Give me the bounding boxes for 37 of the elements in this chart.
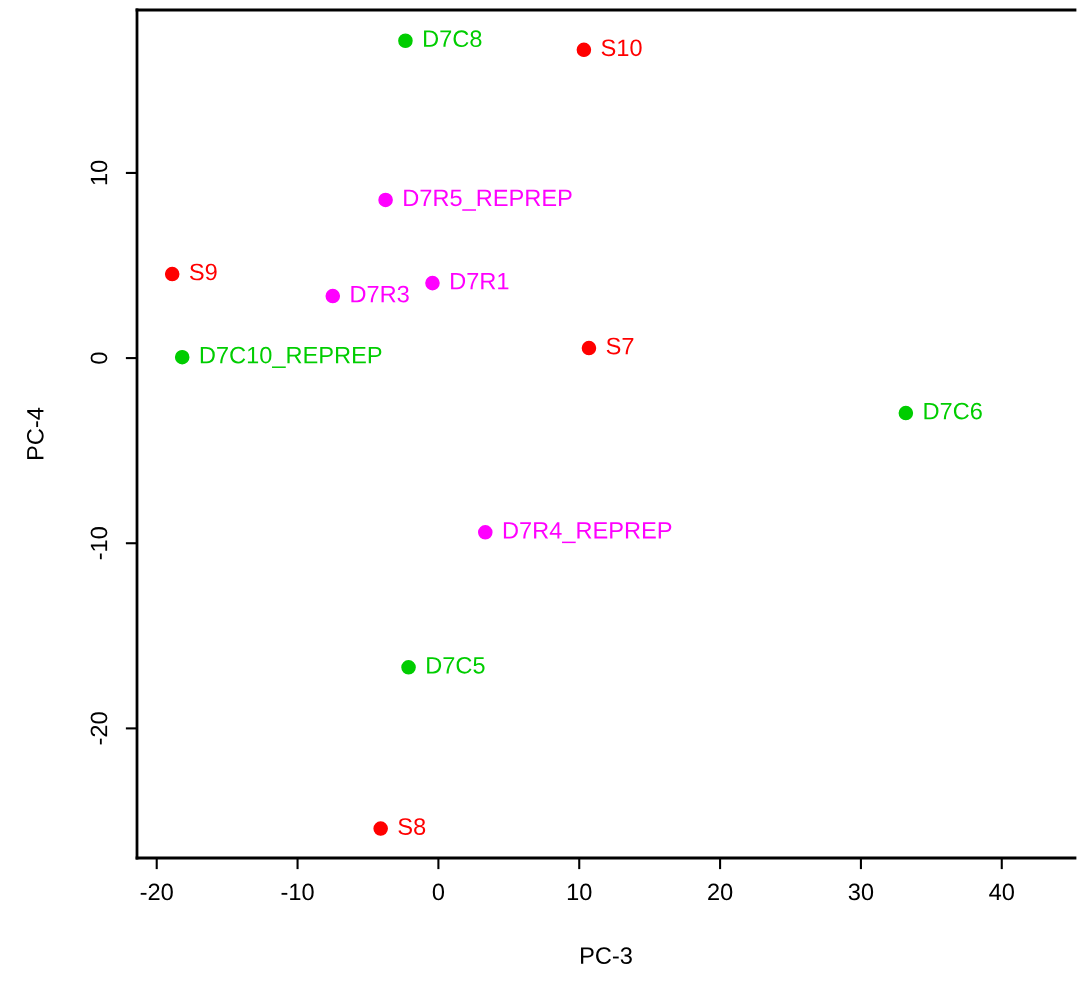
point	[398, 33, 413, 49]
annotation: D7C5	[427, 656, 485, 674]
point	[898, 405, 914, 421]
y-tick-label: 0	[90, 352, 108, 364]
x-axis-title: PC-3	[581, 947, 632, 965]
point	[401, 660, 416, 675]
annotation: S8	[398, 818, 426, 835]
point	[425, 275, 440, 291]
annotation: S7	[606, 337, 634, 355]
point	[325, 288, 341, 304]
point	[174, 349, 190, 365]
x-tick-label: 10	[567, 883, 592, 901]
annotation: D7C10_REPREP	[200, 346, 382, 368]
x-tick-label: 0	[432, 883, 445, 901]
x-tick-label: -20	[140, 883, 173, 901]
annotation: D7C6	[924, 402, 982, 420]
y-axis-title: PC-4	[26, 407, 44, 459]
annotation: D7R3	[351, 285, 409, 303]
annotation: S9	[189, 263, 217, 281]
point	[164, 266, 180, 282]
annotation: D7R5_REPREP	[404, 189, 572, 211]
x-tick-label: 30	[848, 883, 874, 901]
point	[378, 192, 393, 208]
x-tick-label: 40	[989, 883, 1014, 901]
point	[478, 525, 493, 540]
annotation: D7C8	[424, 30, 482, 48]
annotation: S10	[601, 39, 642, 57]
annotation: D7R4_REPREP	[503, 522, 672, 544]
point	[373, 821, 388, 836]
y-tick-label: -10	[90, 527, 108, 560]
y-tick-label: -20	[90, 712, 108, 745]
y-tick-label: 10	[90, 160, 108, 185]
point	[581, 340, 597, 356]
point	[576, 42, 592, 58]
annotation: D7R1	[451, 272, 509, 290]
x-tick-label: -10	[281, 883, 314, 901]
x-tick-label: 20	[708, 883, 733, 901]
